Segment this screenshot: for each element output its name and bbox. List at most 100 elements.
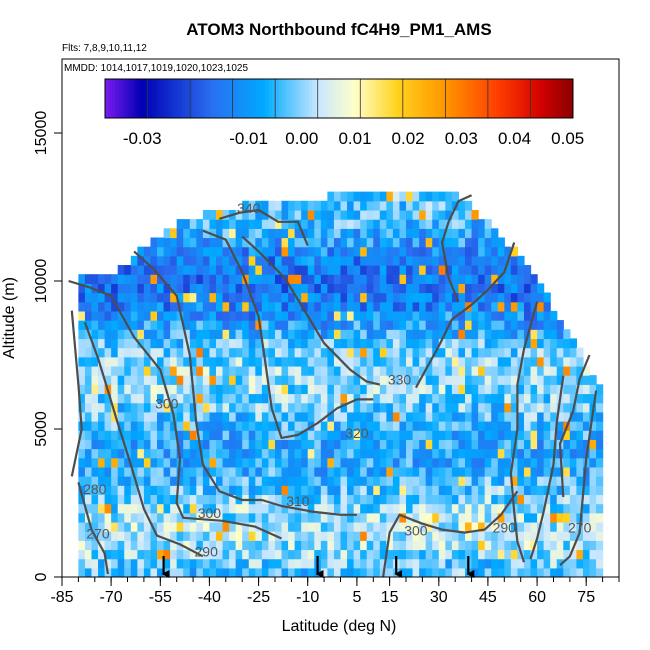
heatmap-cell	[419, 283, 427, 294]
heatmap-cell	[478, 329, 486, 340]
heatmap-cell	[117, 338, 125, 349]
heatmap-cell	[438, 558, 446, 569]
heatmap-cell	[176, 402, 184, 413]
heatmap-cell	[281, 265, 289, 275]
heatmap-cell	[242, 485, 250, 496]
heatmap-cell	[366, 457, 374, 468]
heatmap-cell	[91, 365, 99, 376]
heatmap-cell	[491, 521, 499, 532]
heatmap-cell	[458, 274, 466, 284]
colorbar-segment	[211, 79, 216, 118]
heatmap-cell	[543, 540, 551, 551]
heatmap-cell	[78, 411, 86, 422]
heatmap-cell	[137, 457, 145, 468]
heatmap-cell	[242, 402, 250, 413]
heatmap-cell	[78, 457, 86, 468]
heatmap-cell	[163, 292, 171, 303]
heatmap-cell	[458, 255, 466, 266]
heatmap-cell	[563, 338, 571, 349]
heatmap-cell	[425, 347, 433, 358]
heatmap-cell	[242, 384, 250, 395]
heatmap-cell	[255, 439, 263, 450]
heatmap-cell	[189, 356, 197, 367]
heatmap-cell	[412, 567, 420, 577]
heatmap-cell	[157, 402, 165, 413]
heatmap-cell	[537, 549, 545, 560]
heatmap-cell	[130, 448, 138, 459]
heatmap-cell	[301, 329, 309, 340]
heatmap-cell	[274, 228, 283, 239]
heatmap-cell	[406, 567, 414, 577]
heatmap-cell	[229, 384, 237, 395]
heatmap-cell	[386, 246, 394, 257]
heatmap-cell	[124, 384, 132, 395]
heatmap-cell	[491, 549, 499, 560]
heatmap-cell	[399, 246, 407, 257]
x-axis-label: Latitude (deg N)	[282, 618, 397, 635]
heatmap-cell	[353, 365, 361, 376]
heatmap-cell	[517, 540, 525, 551]
heatmap-cell	[451, 540, 460, 551]
colorbar-segment	[168, 79, 173, 118]
heatmap-cell	[438, 283, 446, 294]
heatmap-cell	[373, 356, 381, 367]
heatmap-cell	[451, 521, 460, 532]
heatmap-cell	[202, 512, 211, 523]
colorbar-segment	[115, 79, 119, 118]
heatmap-cell	[373, 219, 381, 229]
heatmap-cell	[504, 558, 512, 569]
heatmap-cell	[406, 200, 414, 211]
heatmap-cell	[163, 347, 171, 358]
heatmap-cell	[301, 567, 309, 577]
heatmap-cell	[288, 292, 296, 303]
heatmap-cell	[248, 228, 256, 239]
heatmap-cell	[517, 485, 525, 496]
heatmap-cell	[301, 292, 309, 303]
heatmap-cell	[196, 255, 204, 266]
heatmap-cell	[471, 320, 479, 330]
heatmap-cell	[517, 439, 525, 450]
heatmap-cell	[419, 567, 427, 577]
heatmap-cell	[353, 494, 361, 505]
heatmap-cell	[320, 237, 328, 248]
heatmap-cell	[432, 219, 440, 229]
heatmap-cell	[497, 347, 505, 358]
heatmap-cell	[288, 228, 296, 239]
heatmap-cell	[242, 237, 250, 248]
heatmap-cell	[117, 494, 125, 505]
heatmap-cell	[569, 466, 577, 477]
heatmap-cell	[471, 292, 479, 303]
heatmap-cell	[242, 549, 250, 560]
colorbar-segment	[332, 79, 337, 118]
heatmap-cell	[563, 540, 571, 551]
heatmap-cell	[248, 393, 256, 404]
heatmap-cell	[150, 448, 158, 459]
heatmap-cell	[582, 365, 591, 376]
heatmap-cell	[478, 292, 486, 303]
heatmap-cell	[314, 448, 322, 459]
heatmap-cell	[327, 255, 335, 266]
heatmap-cell	[379, 219, 387, 229]
heatmap-cell	[419, 466, 427, 477]
heatmap-cell	[406, 402, 414, 413]
heatmap-cell	[98, 310, 106, 321]
heatmap-cell	[569, 494, 577, 505]
heatmap-cell	[340, 246, 348, 257]
heatmap-cell	[202, 430, 211, 440]
colorbar-segment	[506, 79, 510, 118]
heatmap-cell	[589, 494, 597, 505]
heatmap-cell	[78, 430, 86, 440]
heatmap-cell	[530, 274, 538, 284]
heatmap-cell	[235, 402, 243, 413]
heatmap-cell	[327, 365, 335, 376]
heatmap-cell	[386, 375, 394, 385]
x-tick-label: -40	[198, 589, 221, 606]
heatmap-cell	[510, 301, 519, 312]
heatmap-cell	[222, 494, 230, 505]
heatmap-cell	[288, 209, 296, 220]
heatmap-cell	[183, 521, 191, 532]
heatmap-cell	[170, 228, 178, 239]
heatmap-cell	[255, 274, 263, 284]
contour-line-340	[441, 194, 473, 303]
heatmap-cell	[307, 448, 315, 459]
